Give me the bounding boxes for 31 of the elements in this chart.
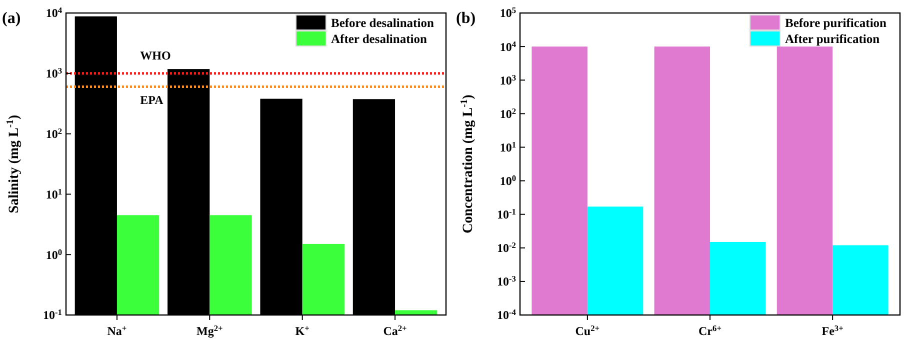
x-tick-label: K$^{+}$ (295, 324, 310, 338)
legend-label: Before desalination (331, 16, 434, 30)
x-tick-label: Fe$^{3+}$ (822, 324, 844, 338)
text: (b) (456, 10, 476, 27)
y-tick-label: 10$^{1}$ (500, 140, 516, 154)
y-tick-label: 10$^{3}$ (46, 66, 62, 81)
y-tick-label: 10$^{0}$ (500, 173, 516, 188)
x-tick-label: Ca$^{2+}$ (383, 324, 408, 338)
y-tick-label: 10$^{4}$ (500, 39, 517, 54)
text: (a) (2, 10, 21, 27)
y-tick-label: 10$^{2}$ (500, 106, 516, 121)
y-tick-label: 10$^{5}$ (500, 6, 516, 20)
legend-label: Before purification (785, 16, 887, 30)
ref-line-label: WHO (140, 48, 171, 62)
x-tick-label: Mg$^{2+}$ (196, 324, 224, 338)
y-tick-label: 10$^{3}$ (500, 72, 516, 88)
legend-label: After purification (785, 32, 880, 46)
y-tick-label: 10$^{1}$ (46, 186, 62, 202)
x-tick-label: Cr$^{6+}$ (698, 324, 722, 338)
legend-label: After desalination (331, 32, 427, 46)
y-tick-label: 10$^{4}$ (46, 6, 63, 20)
x-tick-label: Cu$^{2+}$ (575, 324, 600, 338)
y-tick-label: 10$^{-3}$ (497, 274, 516, 289)
y-tick-label: 10$^{0}$ (46, 247, 62, 262)
y-tick-label: 10$^{2}$ (46, 126, 62, 141)
y-tick-label: 10$^{-1}$ (497, 207, 516, 222)
x-tick-label: Na$^{+}$ (107, 324, 127, 338)
y-tick-label: 10$^{-2}$ (497, 240, 516, 256)
y-tick-label: 10$^{-4}$ (497, 308, 517, 322)
ref-line-label: EPA (140, 92, 164, 107)
y-tick-label: 10$^{-1}$ (43, 308, 62, 322)
